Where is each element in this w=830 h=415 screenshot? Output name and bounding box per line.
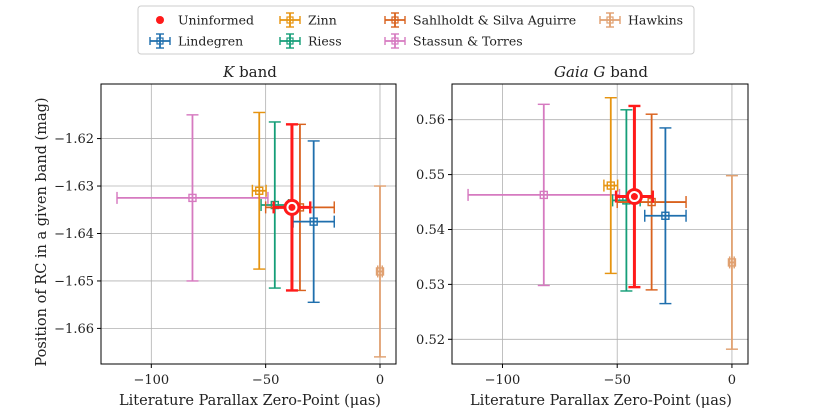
series-uninformed <box>272 123 312 292</box>
data-point <box>309 217 318 226</box>
x-tick-label: −100 <box>485 373 521 388</box>
y-axis-label: Position of RC in a given band (mag) <box>34 97 50 366</box>
panel-title: K band <box>222 63 277 81</box>
panel-k-band: K band Literature Parallax Zero-Point (μ… <box>54 63 397 409</box>
series-zinn <box>603 97 619 275</box>
y-tick-label: 0.56 <box>416 113 445 128</box>
legend-swatch-marker <box>391 37 399 45</box>
data-point-core <box>288 203 296 211</box>
panel-gaia-g-band: Gaia G band Literature Parallax Zero-Poi… <box>416 63 749 409</box>
grid <box>101 84 396 364</box>
legend-swatch-marker <box>286 16 294 24</box>
legend-swatch <box>156 16 164 24</box>
legend-swatch-marker <box>606 16 614 24</box>
legend-label: Uninformed <box>178 13 254 28</box>
data-point <box>188 193 197 203</box>
y-tick-label: 0.54 <box>416 223 445 238</box>
x-axis-label: Literature Parallax Zero-Point (μas) <box>470 393 732 409</box>
legend-swatch-marker <box>391 16 399 24</box>
plot-frame <box>451 83 749 365</box>
legend-label: Riess <box>308 34 342 49</box>
data-point <box>727 258 737 267</box>
series-lindegren <box>292 140 335 304</box>
ticks: −100 −50 0 0.52 0.53 0.54 0.55 0.56 <box>416 113 736 388</box>
legend-swatch-marker <box>156 37 164 45</box>
data-point <box>539 190 548 200</box>
x-tick-label: −50 <box>252 373 279 388</box>
data-point-core <box>630 193 638 201</box>
data-point <box>606 181 615 190</box>
x-tick-label: −100 <box>133 373 169 388</box>
y-tick-label: −1.65 <box>54 274 94 289</box>
legend-item-hawkins: Hawkins <box>599 12 683 28</box>
grid <box>452 84 748 364</box>
x-tick-label: 0 <box>376 373 384 388</box>
y-tick-label: 0.52 <box>416 333 445 348</box>
series-hawkins <box>725 174 738 350</box>
series-lindegren <box>644 127 687 305</box>
data-point <box>375 267 385 276</box>
data-point <box>255 186 264 195</box>
series-stassun-torres <box>467 103 621 287</box>
legend-label: Lindegren <box>178 34 243 49</box>
legend-label: Zinn <box>308 13 337 28</box>
data-point <box>661 211 670 220</box>
series-hawkins <box>373 185 386 358</box>
y-tick-label: 0.53 <box>416 278 445 293</box>
series-stassun-torres <box>116 114 269 282</box>
legend-item-stassun-torres: Stassun & Torres <box>384 33 523 49</box>
legend-label: Stassun & Torres <box>413 34 523 49</box>
y-tick-label: −1.62 <box>54 132 94 147</box>
x-tick-label: 0 <box>728 373 736 388</box>
legend-item-uninformed: Uninformed <box>156 13 254 28</box>
x-tick-label: −50 <box>603 373 630 388</box>
legend-label: Sahlholdt & Silva Aguirre <box>413 13 576 28</box>
legend-item-sahlholdt-silva-aguirre: Sahlholdt & Silva Aguirre <box>384 12 576 28</box>
panel-title: Gaia G band <box>554 63 648 81</box>
ticks: −100 −50 0 −1.62 −1.63 −1.64 −1.65 −1.66 <box>54 132 384 388</box>
y-tick-label: −1.66 <box>54 322 94 337</box>
y-tick-label: −1.63 <box>54 180 94 195</box>
legend-label: Hawkins <box>628 13 683 28</box>
legend: Uninformed Zinn Sahlholdt & Silva Aguirre H… <box>137 5 695 55</box>
series-uninformed <box>614 104 654 289</box>
y-tick-label: 0.55 <box>416 168 445 183</box>
legend-item-zinn: Zinn <box>279 12 337 28</box>
x-axis-label: Literature Parallax Zero-Point (μas) <box>119 393 381 409</box>
legend-item-lindegren: Lindegren <box>149 33 243 49</box>
series-zinn <box>251 111 267 270</box>
legend-frame <box>137 5 695 55</box>
legend-swatch-marker <box>286 37 294 45</box>
legend-item-riess: Riess <box>279 33 342 49</box>
plot-frame <box>100 83 397 365</box>
y-tick-label: −1.64 <box>54 227 94 242</box>
